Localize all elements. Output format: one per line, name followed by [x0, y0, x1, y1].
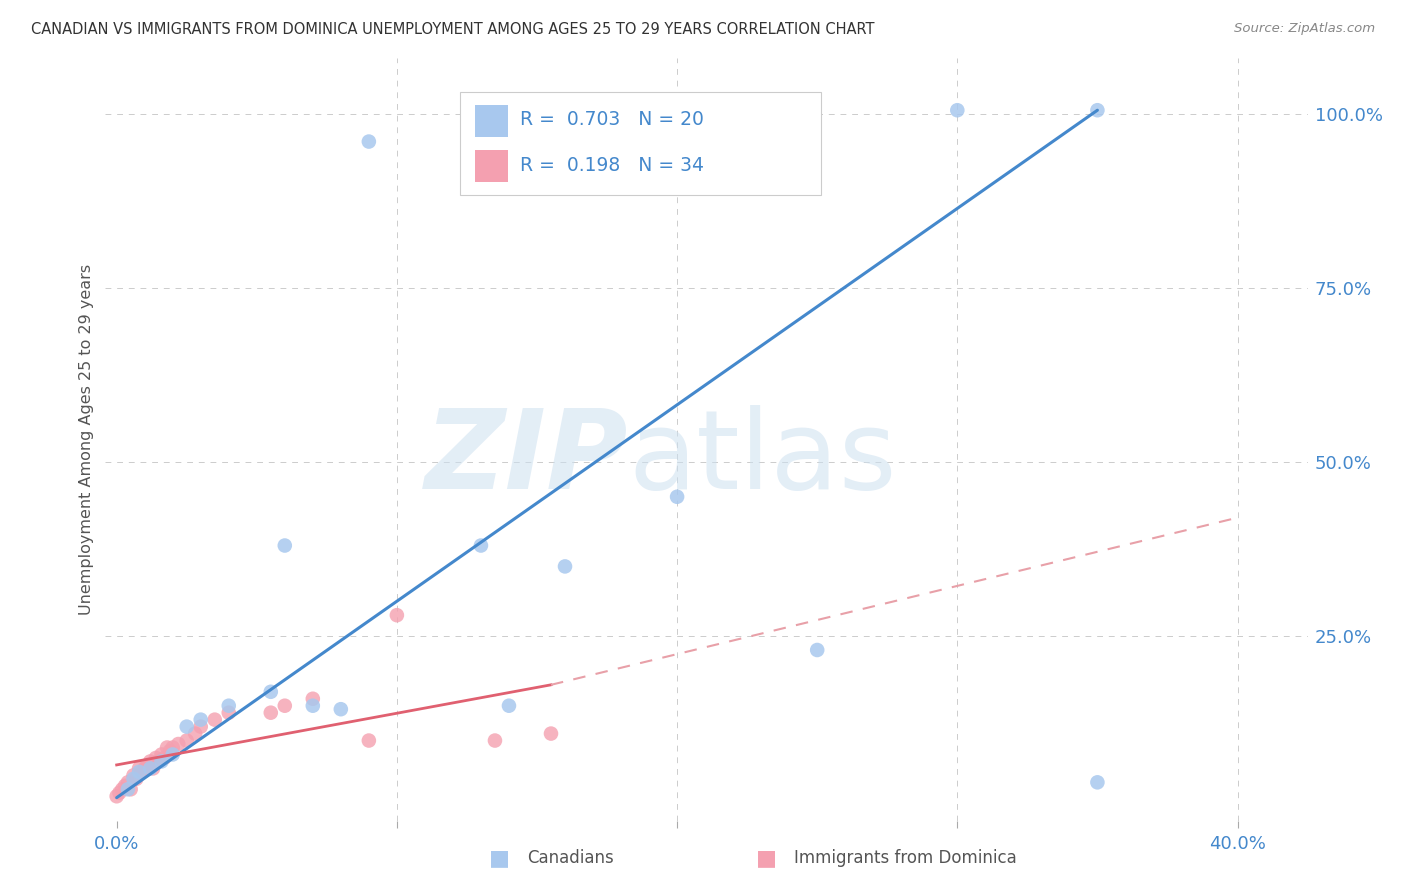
Point	[176, 733, 198, 747]
Point	[153, 751, 176, 765]
Point	[385, 608, 408, 623]
Point	[204, 713, 226, 727]
Point	[806, 643, 828, 657]
Point	[167, 737, 190, 751]
Point	[190, 720, 212, 734]
Point	[184, 726, 207, 740]
Text: Source: ZipAtlas.com: Source: ZipAtlas.com	[1234, 22, 1375, 36]
Point	[159, 744, 181, 758]
Point	[666, 490, 689, 504]
Point	[117, 775, 139, 789]
Point	[125, 772, 148, 786]
Point	[357, 135, 380, 149]
Point	[128, 764, 150, 779]
Point	[484, 733, 506, 747]
Point	[134, 761, 156, 775]
Point	[274, 698, 297, 713]
Point	[498, 698, 520, 713]
Point	[162, 740, 184, 755]
Point	[1087, 103, 1109, 118]
Point	[142, 761, 165, 775]
Point	[105, 789, 128, 804]
Point	[150, 755, 173, 769]
Point	[301, 698, 323, 713]
Point	[218, 706, 240, 720]
Point	[329, 702, 352, 716]
Point	[128, 761, 150, 775]
Point	[1087, 775, 1109, 789]
Point	[554, 559, 576, 574]
Point	[139, 761, 162, 775]
Point	[145, 751, 167, 765]
Text: ■: ■	[489, 848, 509, 868]
Point	[117, 782, 139, 797]
Text: ■: ■	[756, 848, 776, 868]
Point	[150, 747, 173, 762]
Point	[136, 758, 159, 772]
Point	[274, 539, 297, 553]
Point	[301, 691, 323, 706]
Bar	[474, 150, 508, 182]
Point	[357, 733, 380, 747]
Point	[122, 772, 145, 786]
Point	[114, 779, 136, 793]
Point	[120, 782, 142, 797]
Point	[470, 539, 492, 553]
Point	[139, 755, 162, 769]
Point	[148, 755, 170, 769]
Text: R =  0.703   N = 20: R = 0.703 N = 20	[520, 111, 704, 129]
Point	[162, 747, 184, 762]
Point	[176, 720, 198, 734]
Point	[111, 782, 134, 797]
Bar	[474, 104, 508, 136]
Point	[218, 698, 240, 713]
Text: ZIP: ZIP	[425, 405, 628, 512]
Point	[122, 768, 145, 782]
Point	[190, 713, 212, 727]
Point	[260, 706, 283, 720]
Point	[131, 764, 153, 779]
Point	[540, 726, 562, 740]
Point	[108, 786, 131, 800]
Y-axis label: Unemployment Among Ages 25 to 29 years: Unemployment Among Ages 25 to 29 years	[79, 264, 94, 615]
FancyBboxPatch shape	[460, 92, 821, 195]
Text: CANADIAN VS IMMIGRANTS FROM DOMINICA UNEMPLOYMENT AMONG AGES 25 TO 29 YEARS CORR: CANADIAN VS IMMIGRANTS FROM DOMINICA UNE…	[31, 22, 875, 37]
Point	[260, 685, 283, 699]
Text: R =  0.198   N = 34: R = 0.198 N = 34	[520, 156, 704, 175]
Text: Immigrants from Dominica: Immigrants from Dominica	[794, 849, 1017, 867]
Point	[946, 103, 969, 118]
Point	[156, 740, 179, 755]
Text: Canadians: Canadians	[527, 849, 614, 867]
Text: atlas: atlas	[628, 405, 897, 512]
